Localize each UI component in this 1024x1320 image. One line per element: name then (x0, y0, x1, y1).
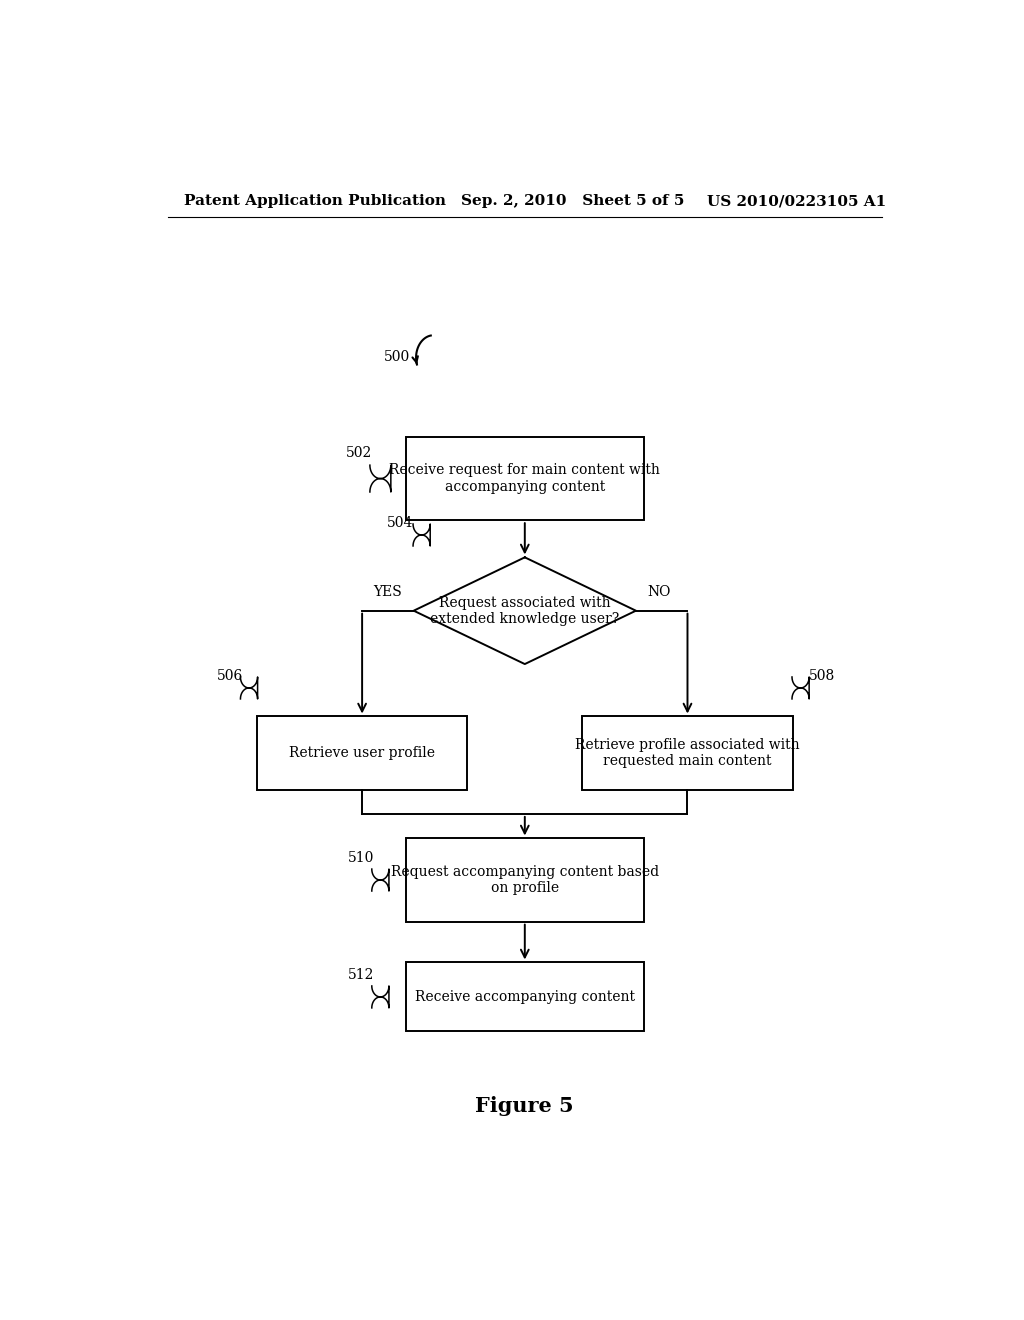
Text: 512: 512 (347, 968, 374, 982)
Text: 508: 508 (809, 669, 835, 682)
Bar (257, 717, 467, 789)
Text: US 2010/0223105 A1: US 2010/0223105 A1 (708, 194, 887, 209)
Text: Retrieve profile associated with
requested main content: Retrieve profile associated with request… (575, 738, 800, 768)
Text: Patent Application Publication: Patent Application Publication (183, 194, 445, 209)
Text: Receive request for main content with
accompanying content: Receive request for main content with ac… (389, 463, 660, 494)
Text: 510: 510 (347, 850, 374, 865)
Text: 506: 506 (216, 669, 243, 682)
Text: Request associated with
extended knowledge user?: Request associated with extended knowled… (430, 595, 620, 626)
Text: Retrieve user profile: Retrieve user profile (289, 746, 435, 760)
Text: NO: NO (648, 585, 671, 599)
Text: Figure 5: Figure 5 (475, 1096, 574, 1115)
Text: YES: YES (373, 585, 401, 599)
Polygon shape (414, 557, 636, 664)
Text: 504: 504 (387, 516, 414, 529)
Bar (406, 962, 644, 1031)
Text: 500: 500 (383, 350, 410, 363)
Text: Sep. 2, 2010   Sheet 5 of 5: Sep. 2, 2010 Sheet 5 of 5 (461, 194, 685, 209)
Text: Request accompanying content based
on profile: Request accompanying content based on pr… (391, 865, 658, 895)
Bar (583, 717, 793, 789)
Bar (406, 838, 644, 921)
Bar (406, 437, 644, 520)
Text: Receive accompanying content: Receive accompanying content (415, 990, 635, 1005)
Text: 502: 502 (346, 446, 373, 461)
